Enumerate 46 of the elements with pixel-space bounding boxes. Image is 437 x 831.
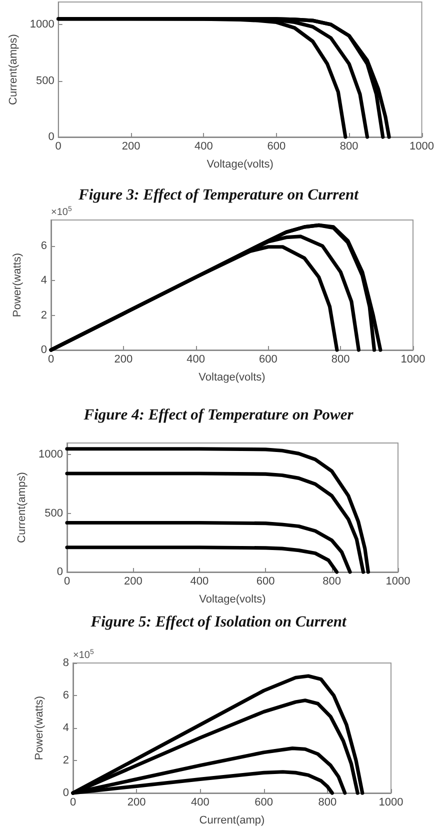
x-axis-title: Voltage(volts): [199, 594, 266, 606]
x-tick-label: 200: [124, 576, 142, 588]
x-tick-label: 600: [259, 354, 278, 366]
x-tick-label: 800: [340, 140, 358, 152]
y-axis-title: Current(amps): [8, 34, 20, 105]
x-tick-label: 600: [267, 140, 286, 152]
y-tick-label: 6: [62, 690, 69, 702]
y-tick-label: 500: [44, 507, 63, 520]
y-axis-title: Power(watts): [12, 252, 24, 318]
x-tick-label: 600: [254, 796, 273, 808]
y-tick-label: 8: [62, 657, 69, 669]
y-tick-label: 1000: [30, 18, 54, 30]
y-tick-label: 6: [40, 240, 47, 252]
text: Figure 3: Effect of Temperature on Current: [78, 186, 360, 204]
y-tick-label: 0: [40, 344, 47, 356]
x-tick-label: 800: [322, 576, 341, 588]
x-tick-label: 400: [186, 354, 205, 366]
y-tick-label: 500: [36, 74, 54, 87]
y-tick-label: 4: [40, 274, 47, 287]
x-axis-title: Voltage(volts): [198, 372, 266, 384]
text: Figure 5: Effect of Isolation on Current: [90, 614, 347, 630]
y-tick-label: 0: [48, 131, 54, 143]
x-tick-label: 400: [191, 796, 210, 808]
x-tick-label: 400: [190, 576, 209, 588]
x-tick-label: 1000: [378, 796, 404, 808]
x-tick-label: 1000: [410, 140, 434, 152]
x-tick-label: 800: [331, 354, 350, 366]
text: Figure 4: Effect of Temperature on Power: [82, 406, 354, 424]
x-tick-label: 1000: [386, 576, 410, 588]
y-tick-label: 1000: [38, 448, 63, 461]
y-tick-label: 4: [62, 722, 69, 734]
x-tick-label: 200: [114, 354, 133, 366]
x-axis-title: Voltage(volts): [206, 158, 274, 170]
y-axis-title: Current(amps): [16, 472, 28, 543]
y-tick-label: 0: [56, 566, 63, 578]
y-tick-label: 2: [62, 754, 69, 766]
x-tick-label: 200: [127, 796, 146, 808]
x-tick-label: 200: [122, 140, 140, 152]
y-tick-label: 2: [40, 309, 47, 322]
x-tick-label: 600: [256, 576, 275, 588]
x-tick-label: 1000: [400, 354, 426, 366]
y-tick-label: 0: [62, 787, 69, 799]
y-axis-title: Power(watts): [34, 696, 46, 760]
x-tick-label: 800: [318, 796, 337, 808]
x-tick-label: 400: [194, 140, 213, 152]
x-axis-title: Current(amp): [199, 814, 265, 826]
